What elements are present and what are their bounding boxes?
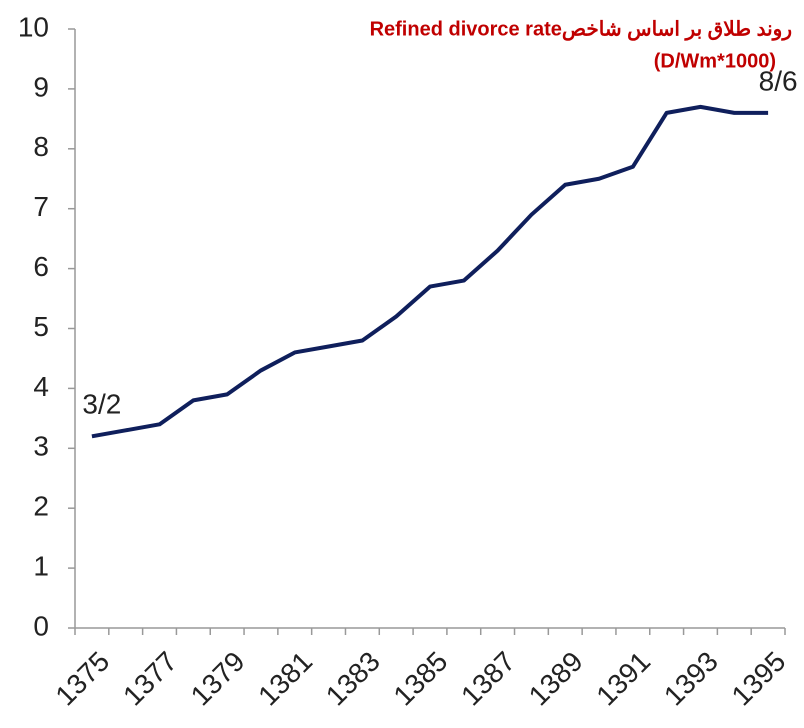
x-tick-label: 1385	[387, 646, 453, 712]
data-label: 3/2	[82, 389, 121, 420]
x-tick-label: 1383	[320, 646, 386, 712]
y-tick-label: 10	[18, 11, 49, 42]
y-tick-label: 4	[33, 371, 49, 402]
y-tick-label: 1	[33, 550, 49, 581]
data-label: 8/6	[759, 65, 798, 96]
x-tick-label: 1387	[455, 646, 521, 712]
y-tick-label: 9	[33, 71, 49, 102]
y-tick-label: 5	[33, 311, 49, 342]
x-tick-label: 1381	[252, 646, 318, 712]
x-tick-label: 1393	[658, 646, 724, 712]
y-tick-label: 7	[33, 191, 49, 222]
x-tick-label: 1395	[726, 646, 792, 712]
y-tick-label: 8	[33, 131, 49, 162]
y-tick-label: 3	[33, 431, 49, 462]
x-tick-label: 1391	[590, 646, 656, 712]
x-tick-label: 1389	[523, 646, 589, 712]
x-tick-label: 1375	[49, 646, 115, 712]
y-tick-label: 6	[33, 251, 49, 282]
y-tick-label: 0	[33, 610, 49, 641]
x-tick-label: 1377	[117, 646, 183, 712]
x-tick-label: 1379	[185, 646, 251, 712]
chart-subtitle: (D/Wm*1000)	[654, 50, 776, 72]
chart-title: روند طلاق بر اساس شاخصRefined divorce ra…	[370, 18, 792, 41]
line	[91, 104, 769, 439]
y-tick-label: 2	[33, 491, 49, 522]
